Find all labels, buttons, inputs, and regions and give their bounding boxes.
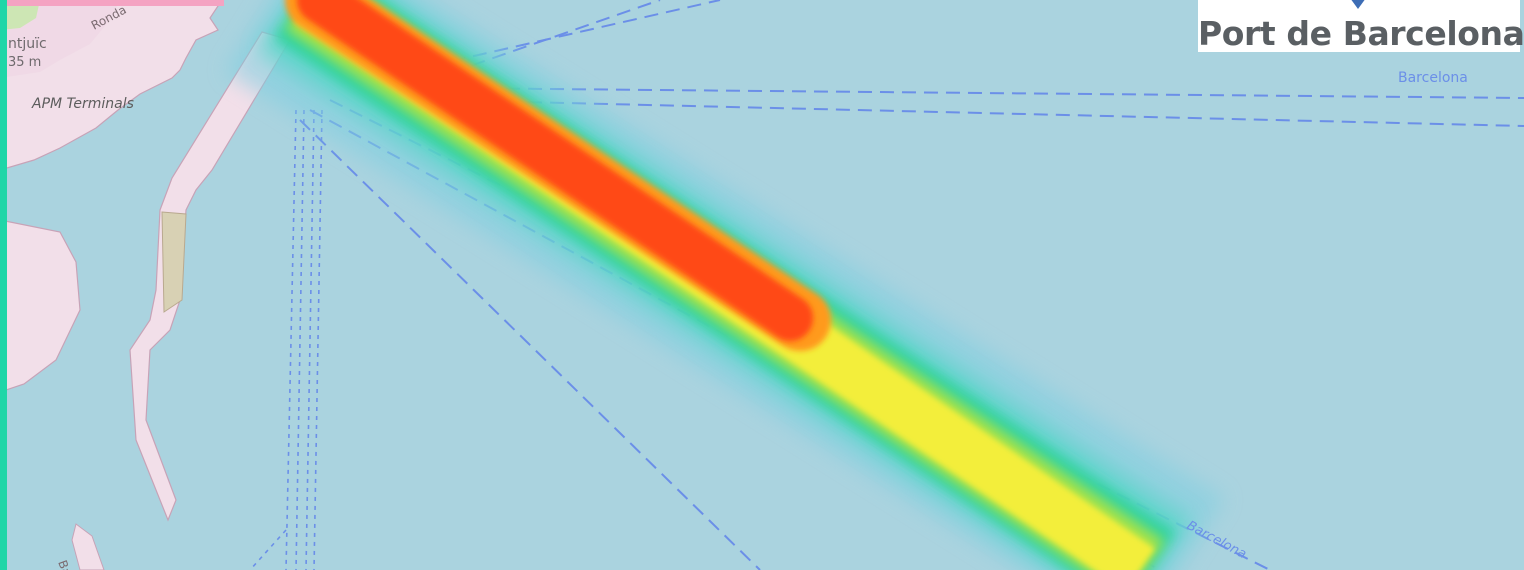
label-ferry-route: Barcelona [1398,70,1468,86]
land-bottom [71,523,105,570]
port-logo-mark-icon [1351,0,1365,9]
port-logo[interactable]: Port de Barcelona [1198,0,1524,53]
label-elevation: 35 m [8,55,41,70]
highlight-strip [0,0,224,6]
pier-breakwater [129,31,291,522]
pier-section [161,211,187,313]
left-accent-bar [0,0,7,570]
heatmap-high [297,0,813,341]
label-park: ntjuïc [8,36,47,52]
park-montjuic [0,0,40,30]
label-terminal: APM Terminals [31,96,134,112]
port-logo-text: Port de Barcelona [1198,14,1524,53]
label-street-partial: Bar [55,558,75,570]
